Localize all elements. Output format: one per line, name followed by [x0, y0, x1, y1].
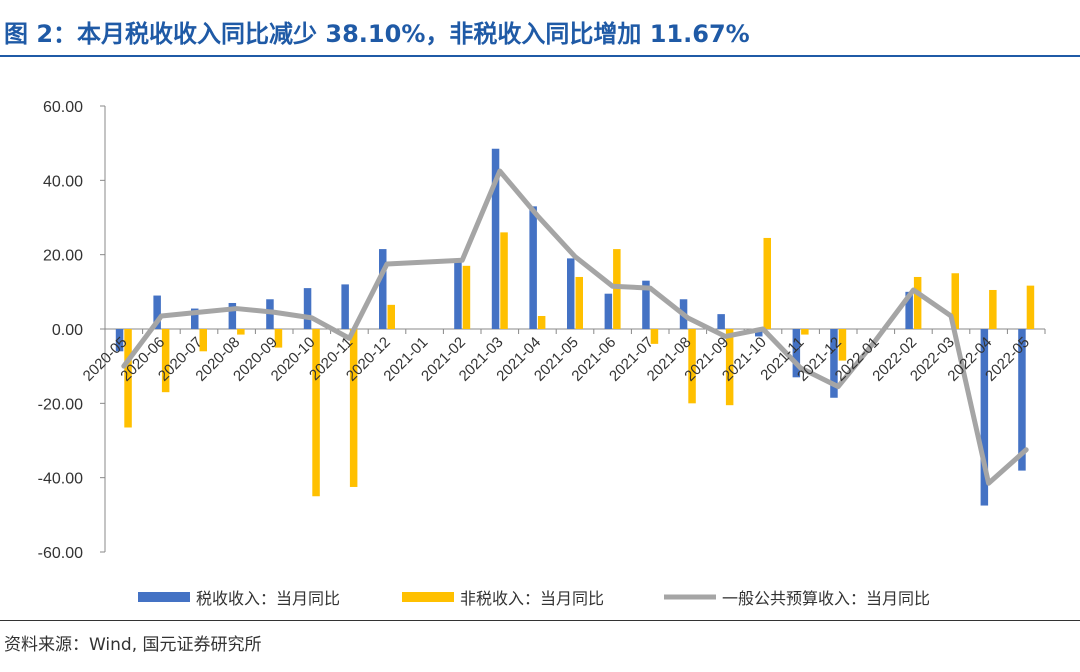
- tax-bar: [980, 329, 989, 506]
- tax-bar: [529, 206, 537, 329]
- legend: 税收收入：当月同比 非税收入：当月同比 一般公共预算收入：当月同比: [138, 589, 930, 608]
- nontax-bar: [989, 289, 997, 329]
- nontax-bar: [613, 249, 621, 329]
- nontax-bar: [274, 329, 283, 348]
- tax-bar: [115, 329, 124, 352]
- tax-bar: [830, 329, 838, 398]
- tax-bar: [454, 260, 462, 329]
- tax-bar: [604, 293, 613, 329]
- nontax-bar: [838, 329, 847, 361]
- footer-divider: [0, 620, 1080, 621]
- tax-bar: [153, 295, 161, 329]
- axes: 60.00 40.00 20.00 0.00 -20.00 -40.00 -60.00: [38, 99, 1046, 562]
- source-note: 资料来源：Wind, 国元证券研究所: [4, 635, 262, 655]
- nontax-bar: [575, 276, 583, 329]
- nontax-bar: [312, 329, 320, 497]
- nontax-bar: [801, 329, 809, 335]
- nontax-bar: [951, 273, 959, 329]
- nontax-bar: [1026, 285, 1035, 329]
- nontax-bar: [537, 315, 546, 329]
- nontax-bar: [387, 304, 395, 329]
- nontax-bar: [763, 237, 771, 329]
- y-tick-label: 20.00: [43, 248, 83, 265]
- x-axis-labels: 2020-052020-062020-072020-082020-092020-…: [80, 334, 1033, 385]
- nontax-bar: [650, 329, 659, 344]
- chart: 60.00 40.00 20.00 0.00 -20.00 -40.00 -60.00 20…: [38, 99, 1046, 608]
- legend-swatch-nontax: [402, 592, 454, 602]
- tax-bar: [642, 280, 650, 329]
- nontax-bar: [124, 329, 132, 428]
- y-tick-label: 0.00: [52, 322, 83, 339]
- nontax-bar: [199, 329, 207, 352]
- nontax-bar: [688, 329, 696, 404]
- nontax-bar: [913, 276, 922, 329]
- tax-bar: [717, 314, 725, 329]
- y-tick-label: 40.00: [43, 173, 83, 190]
- tax-bar: [341, 284, 349, 329]
- tax-bar: [567, 258, 575, 329]
- tax-bar: [491, 148, 500, 329]
- nontax-bar: [237, 329, 245, 335]
- nontax-bar: [161, 329, 170, 393]
- bars: [115, 148, 1035, 506]
- tax-bar: [1018, 329, 1026, 471]
- total-revenue-line: [121, 168, 1029, 486]
- tax-bar: [792, 329, 801, 378]
- nontax-bar: [349, 329, 358, 487]
- line-series: [121, 168, 1029, 486]
- tax-bar: [755, 329, 763, 337]
- tax-bar: [303, 288, 312, 329]
- nontax-bar: [500, 232, 508, 329]
- figure-title: 图 2：本月税收收入同比减少 38.10%，非税收入同比增加 11.67%: [4, 20, 750, 48]
- tax-bar: [228, 302, 237, 329]
- tax-bar: [379, 249, 387, 329]
- legend-label-tax: 税收收入：当月同比: [196, 589, 340, 608]
- tax-bar: [905, 291, 913, 329]
- nontax-bar: [462, 265, 471, 329]
- y-tick-label: -40.00: [38, 471, 83, 488]
- legend-label-nontax: 非税收入：当月同比: [460, 589, 604, 608]
- tax-bar: [191, 308, 199, 329]
- legend-swatch-tax: [138, 592, 190, 602]
- nontax-bar: [725, 329, 734, 406]
- y-tick-label: -20.00: [38, 396, 83, 413]
- y-tick-label: -60.00: [38, 545, 83, 562]
- title-divider: [0, 55, 1080, 57]
- y-tick-label: 60.00: [43, 99, 83, 116]
- legend-label-total: 一般公共预算收入：当月同比: [722, 589, 930, 608]
